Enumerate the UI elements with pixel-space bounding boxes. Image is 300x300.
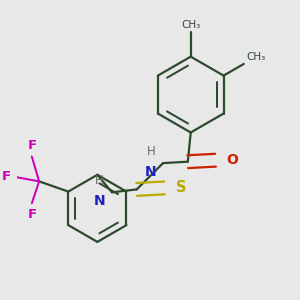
Text: H: H — [146, 145, 155, 158]
Text: H: H — [95, 174, 104, 187]
Text: CH₃: CH₃ — [181, 20, 200, 29]
Text: CH₃: CH₃ — [247, 52, 266, 62]
Text: O: O — [226, 153, 238, 167]
Text: N: N — [94, 194, 106, 208]
Text: F: F — [2, 170, 11, 184]
Text: N: N — [145, 165, 157, 178]
Text: F: F — [27, 208, 36, 220]
Text: F: F — [27, 139, 36, 152]
Text: S: S — [176, 180, 186, 195]
